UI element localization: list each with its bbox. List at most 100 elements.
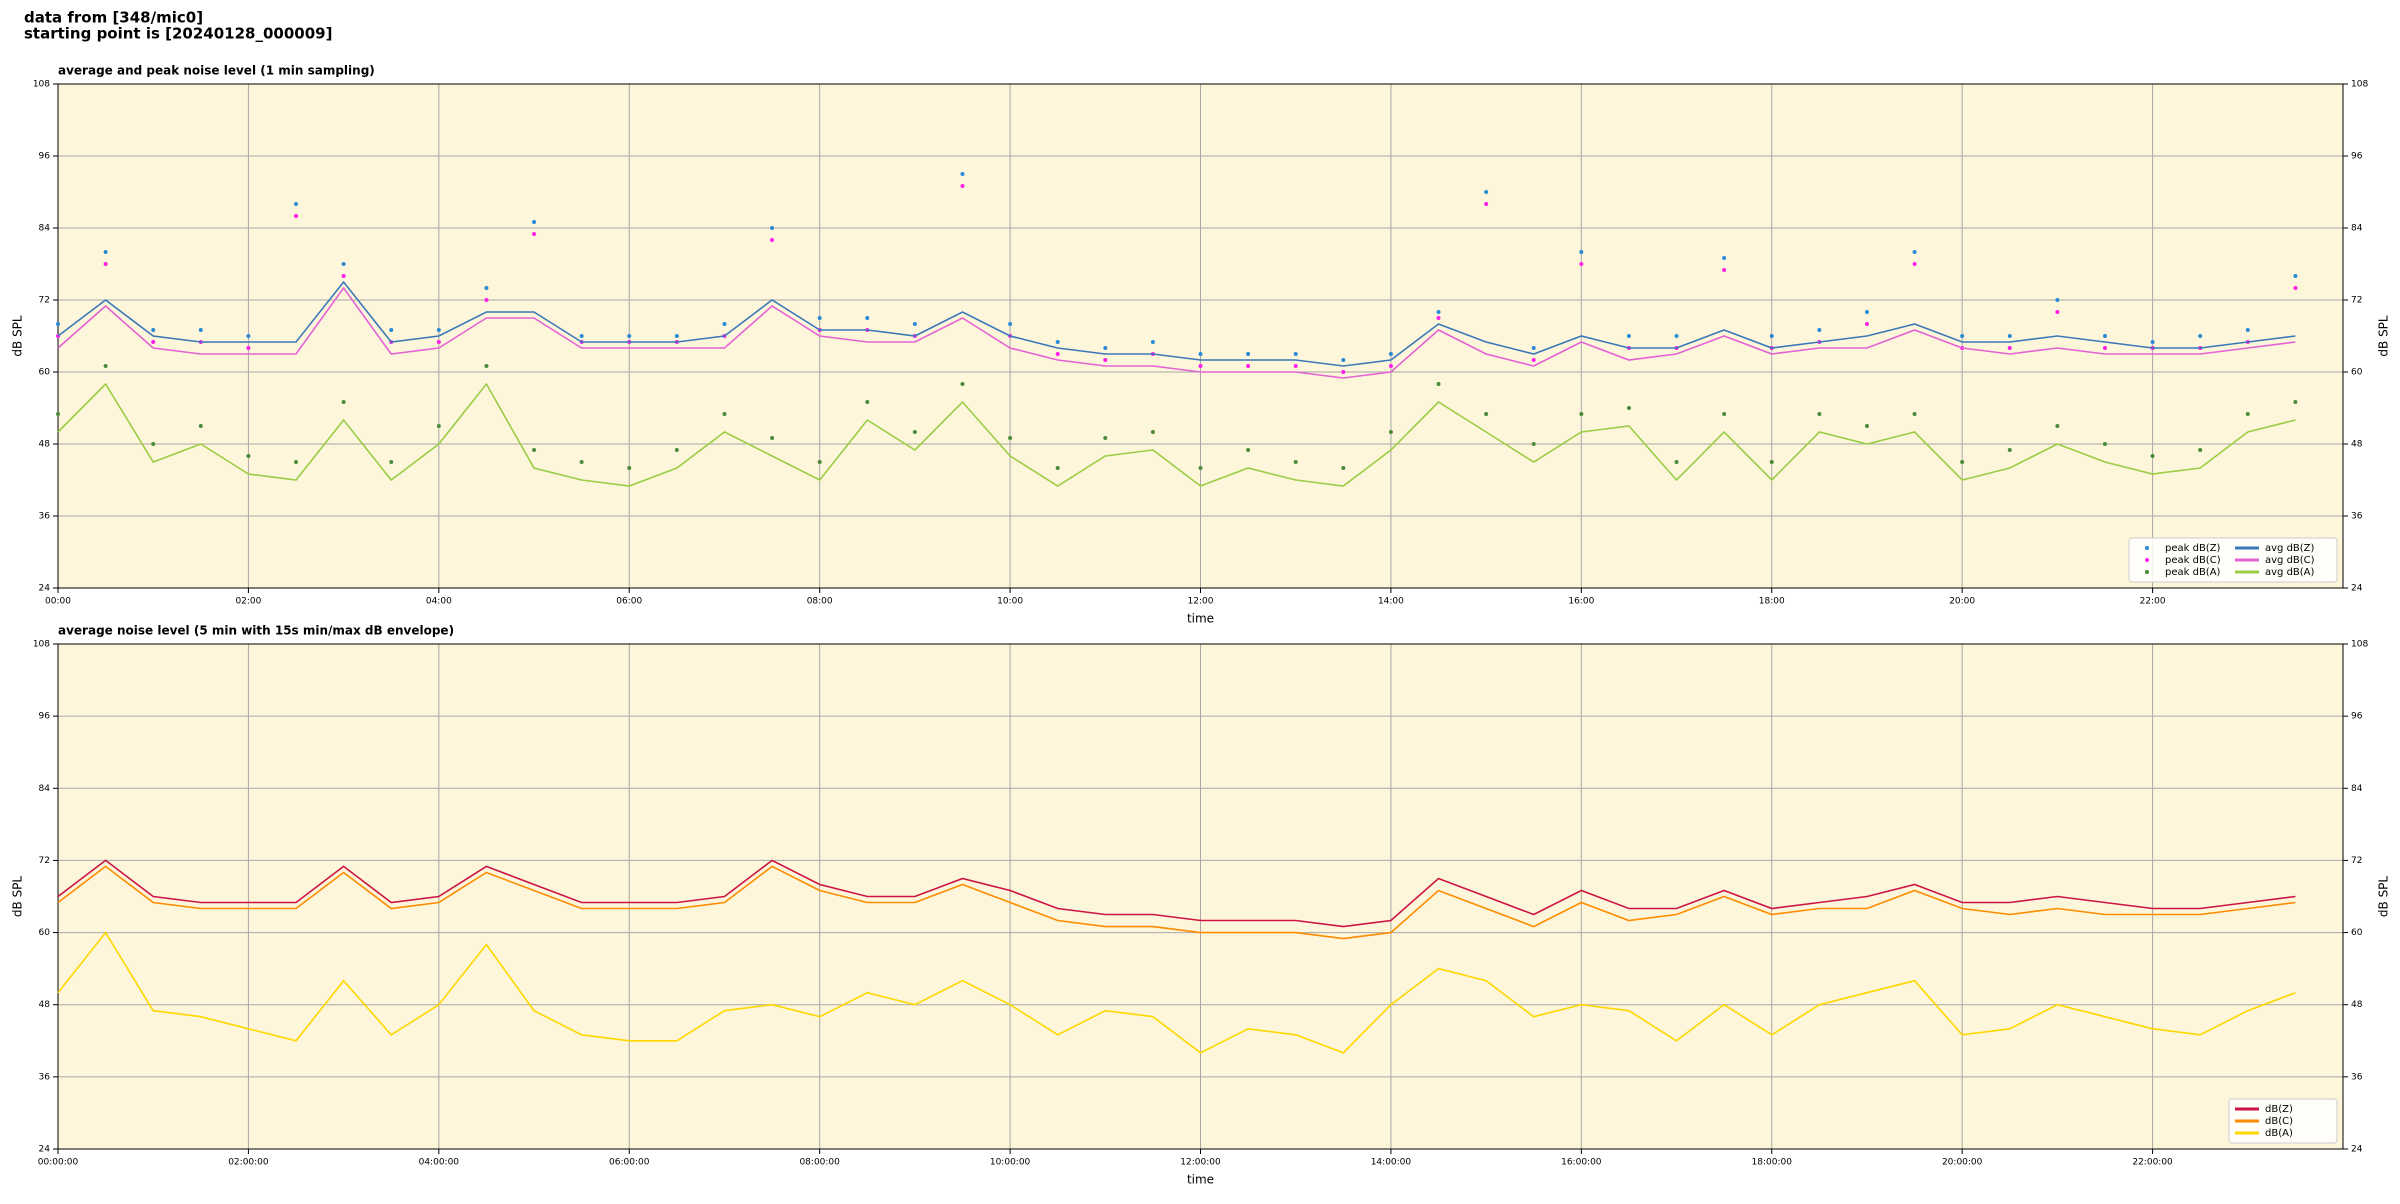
x-tick-label: 04:00 xyxy=(426,597,452,607)
peak-point xyxy=(1341,358,1346,362)
x-tick-label: 10:00 xyxy=(997,597,1023,607)
peak-point xyxy=(2293,400,2298,404)
peak-point xyxy=(1436,382,1441,386)
peak-point xyxy=(1103,358,1108,362)
peak-point xyxy=(1055,352,1060,356)
peak-point xyxy=(2102,442,2107,446)
peak-point xyxy=(436,424,441,428)
y-axis-label: dB SPL xyxy=(11,315,25,357)
series-line xyxy=(57,865,2296,940)
peak-point xyxy=(341,262,346,266)
x-tick-label: 22:00:00 xyxy=(2132,1158,2173,1168)
peak-point xyxy=(1008,322,1013,326)
peak-point xyxy=(865,316,870,320)
peak-point xyxy=(1722,268,1727,272)
y-tick-label: 108 xyxy=(2351,80,2368,90)
peak-point xyxy=(1055,340,1060,344)
peak-point xyxy=(151,340,156,344)
peak-point xyxy=(1246,364,1251,368)
y-tick-label: 108 xyxy=(2351,640,2368,650)
peak-point xyxy=(960,184,965,188)
y-tick-label: 96 xyxy=(2351,152,2363,162)
peak-point xyxy=(2198,448,2203,452)
peak-point xyxy=(1484,190,1489,194)
y-tick-label: 60 xyxy=(2351,928,2363,938)
peak-point xyxy=(341,274,346,278)
y-tick-label: 24 xyxy=(39,1145,51,1155)
peak-point xyxy=(579,334,584,338)
peak-point xyxy=(2007,448,2012,452)
peak-point xyxy=(912,322,917,326)
y-tick-label: 48 xyxy=(2351,1000,2363,1010)
peak-point xyxy=(1626,406,1631,410)
legend-label: dB(C) xyxy=(2265,1116,2293,1127)
peak-point xyxy=(1055,466,1060,470)
peak-point xyxy=(246,334,251,338)
peak-point xyxy=(722,322,727,326)
legend-marker xyxy=(2145,558,2149,562)
x-tick-label: 06:00:00 xyxy=(609,1158,650,1168)
peak-point xyxy=(770,436,775,440)
legend-label: dB(A) xyxy=(2265,1128,2293,1139)
peak-point xyxy=(1960,334,1965,338)
y-axis-label: dB SPL xyxy=(2377,315,2391,357)
y-tick-label: 72 xyxy=(2351,296,2362,306)
peak-point xyxy=(1293,352,1298,356)
peak-point xyxy=(198,424,203,428)
x-tick-label: 02:00 xyxy=(235,597,261,607)
peak-point xyxy=(1579,412,1584,416)
peak-point xyxy=(2055,310,2060,314)
x-tick-label: 08:00:00 xyxy=(799,1158,840,1168)
y-tick-label: 60 xyxy=(2351,368,2363,378)
peak-point xyxy=(2198,334,2203,338)
series-line xyxy=(57,859,2296,928)
y-tick-label: 84 xyxy=(39,784,51,794)
series-line xyxy=(57,280,2296,367)
peak-point xyxy=(198,328,203,332)
x-tick-label: 04:00:00 xyxy=(419,1158,460,1168)
peak-point xyxy=(1341,370,1346,374)
y-tick-label: 24 xyxy=(2351,1145,2363,1155)
y-tick-label: 48 xyxy=(39,1000,51,1010)
peak-point xyxy=(627,334,632,338)
y-axis-label: dB SPL xyxy=(2377,876,2391,918)
y-tick-label: 96 xyxy=(2351,712,2363,722)
y-tick-label: 96 xyxy=(39,152,51,162)
legend-label: avg dB(A) xyxy=(2265,567,2315,578)
legend-label: avg dB(Z) xyxy=(2265,543,2315,554)
x-tick-label: 08:00 xyxy=(807,597,833,607)
peak-point xyxy=(484,286,489,290)
peak-point xyxy=(532,220,537,224)
legend-label: peak dB(C) xyxy=(2165,555,2221,566)
peak-point xyxy=(1150,340,1155,344)
legend-label: dB(Z) xyxy=(2265,1104,2293,1115)
peak-point xyxy=(56,412,60,416)
series-line xyxy=(57,382,2296,487)
peak-point xyxy=(1960,460,1965,464)
peak-point xyxy=(1198,466,1203,470)
peak-point xyxy=(389,328,394,332)
peak-point xyxy=(2007,346,2012,350)
peak-point xyxy=(103,250,108,254)
peak-point xyxy=(1341,466,1346,470)
peak-point xyxy=(1674,460,1679,464)
peak-point xyxy=(1198,364,1203,368)
peak-point xyxy=(532,232,537,236)
x-tick-label: 20:00:00 xyxy=(1942,1158,1983,1168)
y-tick-label: 48 xyxy=(39,440,51,450)
y-tick-label: 48 xyxy=(2351,440,2363,450)
y-tick-label: 24 xyxy=(2351,584,2363,594)
peak-point xyxy=(1246,448,1251,452)
peak-point xyxy=(1912,262,1917,266)
x-tick-label: 20:00 xyxy=(1949,597,1975,607)
peak-point xyxy=(1579,262,1584,266)
y-axis-label: dB SPL xyxy=(11,876,25,918)
peak-point xyxy=(1293,460,1298,464)
peak-point xyxy=(484,298,489,302)
peak-point xyxy=(865,400,870,404)
peak-point xyxy=(1864,424,1869,428)
peak-point xyxy=(151,328,156,332)
y-tick-label: 36 xyxy=(39,1072,51,1082)
header-line: starting point is [20240128_000009] xyxy=(24,25,332,43)
y-tick-label: 108 xyxy=(33,80,50,90)
